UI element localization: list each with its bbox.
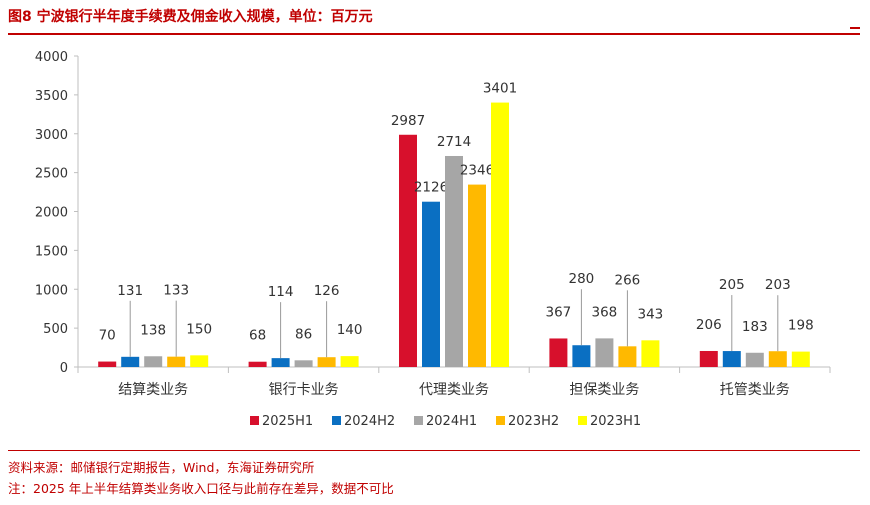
x-category-label: 银行卡业务	[269, 382, 339, 398]
x-category-label: 托管类业务	[720, 382, 790, 398]
bar-2024H2	[722, 351, 741, 367]
y-tick-label: 2000	[35, 206, 68, 221]
bar-2025H1	[699, 350, 718, 367]
bar-2023H2	[618, 346, 637, 367]
bar-2025H1	[399, 134, 417, 367]
data-label: 203	[765, 277, 791, 293]
bar-2024H2	[572, 345, 591, 367]
remark-note: 注：2025 年上半年结算类业务收入口径与此前存在差异，数据不可比	[8, 481, 394, 496]
data-label: 198	[788, 318, 814, 334]
figure-title: 图8 宁波银行半年度手续费及佣金收入规模，单位：百万元	[8, 9, 373, 25]
bar-2023H2	[317, 357, 336, 367]
legend-swatch-2023H1	[578, 416, 587, 425]
bar-2024H2	[422, 201, 440, 367]
bar-2023H1	[491, 102, 509, 367]
bar-2023H2	[468, 184, 486, 367]
bar-2023H2	[167, 356, 186, 367]
bar-2024H1	[445, 155, 463, 367]
data-label: 368	[592, 304, 618, 320]
bar-2024H1	[294, 360, 313, 367]
data-label: 367	[546, 304, 572, 320]
data-label: 206	[696, 317, 722, 333]
data-label: 2987	[391, 113, 425, 129]
legend-swatch-2023H2	[496, 416, 505, 425]
data-label: 133	[163, 283, 189, 299]
legend-swatch-2024H2	[332, 416, 341, 425]
bar-2024H2	[271, 358, 290, 367]
title-rule	[8, 33, 860, 35]
x-category-label: 担保类业务	[569, 382, 639, 398]
data-label: 3401	[483, 81, 517, 97]
bar-2025H1	[549, 338, 568, 367]
source-note: 资料来源：邮储银行定期报告，Wind，东海证券研究所	[8, 460, 315, 475]
legend-label: 2024H1	[426, 414, 477, 429]
y-tick-label: 0	[60, 361, 68, 376]
data-label: 343	[638, 306, 664, 322]
bar-2024H2	[121, 356, 140, 367]
legend-swatch-2025H1	[250, 416, 259, 425]
data-label: 70	[99, 328, 116, 344]
data-label: 138	[140, 322, 166, 338]
data-label: 126	[314, 283, 340, 299]
data-label: 280	[569, 271, 595, 287]
bar-2024H1	[144, 356, 163, 367]
y-tick-label: 3500	[35, 89, 68, 104]
data-label: 150	[186, 321, 212, 337]
y-tick-label: 1500	[35, 244, 68, 259]
y-tick-label: 3000	[35, 128, 68, 143]
y-tick-label: 2500	[35, 167, 68, 182]
bar-chart: 0 500 1000 1500 2000 2500 3000 3500 4000 70 131 138…	[35, 50, 831, 429]
y-tick-label: 4000	[35, 50, 68, 65]
data-label: 205	[719, 277, 745, 293]
legend-label: 2023H1	[590, 414, 641, 429]
bar-2023H2	[768, 351, 787, 367]
data-label: 2126	[414, 180, 448, 196]
bar-2024H1	[595, 338, 614, 367]
data-label: 2714	[437, 134, 471, 150]
footer-rule	[8, 450, 860, 451]
data-label: 183	[742, 319, 768, 335]
data-label: 140	[337, 322, 363, 338]
data-label: 2346	[460, 163, 494, 179]
legend-label: 2023H2	[508, 414, 559, 429]
bar-2023H1	[641, 340, 660, 367]
bar-2023H1	[190, 355, 209, 367]
legend-label: 2024H2	[344, 414, 395, 429]
y-tick-label: 500	[43, 322, 68, 337]
x-category-label: 结算类业务	[118, 382, 188, 398]
legend-swatch-2024H1	[414, 416, 423, 425]
bar-2025H1	[248, 361, 267, 367]
data-label: 68	[249, 328, 266, 344]
y-tick-label: 1000	[35, 283, 68, 298]
bar-2025H1	[98, 361, 117, 367]
x-category-label: 代理类业务	[419, 382, 489, 398]
bar-2024H1	[745, 352, 764, 367]
data-label: 114	[268, 284, 294, 300]
data-label: 266	[615, 272, 641, 288]
bar-2023H1	[340, 356, 359, 367]
title-rule-tick	[850, 27, 860, 29]
legend-label: 2025H1	[262, 414, 313, 429]
bar-2023H1	[791, 351, 810, 367]
data-label: 86	[295, 326, 312, 342]
data-label: 131	[117, 283, 143, 299]
